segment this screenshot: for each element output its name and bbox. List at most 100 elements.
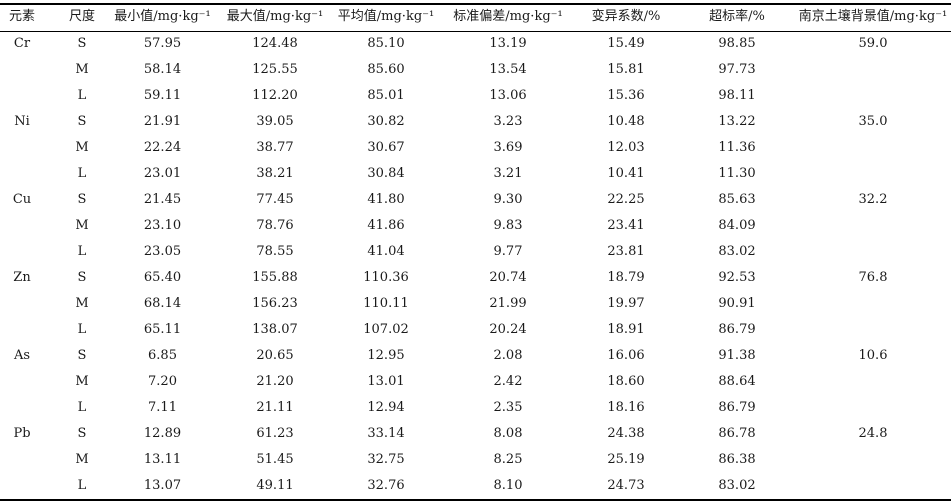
cell-element: Cu [12, 192, 32, 207]
cell-min: 21.45 [143, 192, 182, 207]
header-scale: 尺度 [68, 9, 95, 24]
cell-element: As [13, 348, 31, 363]
cell-mean: 33.14 [367, 426, 405, 441]
cell-mean: 85.10 [367, 36, 405, 51]
table-row: L 23.05 78.55 41.04 9.77 23.81 83.02 [0, 239, 951, 265]
cell-scale: L [77, 244, 87, 259]
cell-min: 6.85 [148, 348, 177, 363]
top-rule [0, 3, 951, 5]
cell-std-dev: 2.08 [493, 348, 523, 363]
bottom-rule [0, 499, 951, 501]
table-row: Pb S 12.89 61.23 33.14 8.08 24.38 86.78 24.8 [0, 421, 951, 447]
cell-element [0, 213, 44, 239]
cell-mean: 110.36 [363, 270, 409, 285]
cell-background [798, 161, 948, 187]
table-row: L 59.11 112.20 85.01 13.06 15.36 98.11 [0, 83, 951, 109]
cell-cv: 18.91 [607, 322, 645, 337]
header-mean: 平均值/mg·kg⁻¹ [337, 9, 435, 24]
cell-std-dev: 9.83 [493, 218, 523, 233]
cell-min: 22.24 [143, 140, 182, 155]
cell-max: 78.76 [256, 218, 294, 233]
cell-mean: 41.80 [367, 192, 405, 207]
cell-exceedance: 90.91 [718, 296, 756, 311]
cell-background: 10.6 [858, 348, 888, 363]
cell-cv: 19.97 [607, 296, 645, 311]
cell-background [798, 213, 948, 239]
cell-scale: S [77, 348, 87, 363]
cell-cv: 22.25 [607, 192, 645, 207]
cell-mean: 13.01 [367, 374, 405, 389]
cell-exceedance: 91.38 [718, 348, 756, 363]
table-row: Cu S 21.45 77.45 41.80 9.30 22.25 85.63 32.2 [0, 187, 951, 213]
cell-max: 155.88 [252, 270, 298, 285]
cell-min: 7.11 [148, 400, 177, 415]
cell-std-dev: 3.69 [493, 140, 523, 155]
cell-min: 23.10 [143, 218, 182, 233]
cell-min: 59.11 [143, 88, 182, 103]
header-rule [0, 31, 951, 32]
cell-cv: 18.60 [607, 374, 645, 389]
cell-mean: 30.67 [367, 140, 405, 155]
cell-cv: 18.79 [607, 270, 645, 285]
cell-max: 124.48 [252, 36, 298, 51]
cell-std-dev: 20.24 [489, 322, 527, 337]
cell-exceedance: 83.02 [718, 478, 756, 493]
cell-max: 38.77 [256, 140, 294, 155]
cell-element [0, 239, 44, 265]
cell-max: 125.55 [252, 62, 298, 77]
cell-max: 49.11 [256, 478, 294, 493]
cell-mean: 32.75 [367, 452, 405, 467]
cell-std-dev: 21.99 [489, 296, 527, 311]
cell-min: 23.01 [143, 166, 182, 181]
cell-background [798, 473, 948, 499]
cell-mean: 85.01 [367, 88, 405, 103]
cell-element [0, 369, 44, 395]
cell-exceedance: 83.02 [718, 244, 756, 259]
cell-element [0, 135, 44, 161]
cell-exceedance: 92.53 [718, 270, 756, 285]
cell-mean: 12.94 [367, 400, 405, 415]
header-std-dev: 标准偏差/mg·kg⁻¹ [453, 9, 563, 24]
cell-element: Ni [14, 114, 30, 129]
cell-min: 21.91 [143, 114, 182, 129]
cell-mean: 110.11 [363, 296, 409, 311]
cell-min: 65.11 [143, 322, 182, 337]
cell-exceedance: 98.11 [718, 88, 756, 103]
cell-background: 35.0 [858, 114, 888, 129]
cell-element: Pb [13, 426, 31, 441]
cell-background: 24.8 [858, 426, 888, 441]
cell-mean: 41.04 [367, 244, 405, 259]
cell-min: 13.07 [143, 478, 182, 493]
cell-element [0, 447, 44, 473]
cell-background [798, 395, 948, 421]
cell-cv: 10.48 [607, 114, 645, 129]
cell-exceedance: 11.30 [718, 166, 756, 181]
cell-scale: L [77, 400, 87, 415]
header-background: 南京土壤背景值/mg·kg⁻¹ [798, 9, 948, 24]
cell-exceedance: 85.63 [718, 192, 756, 207]
cell-max: 20.65 [256, 348, 294, 363]
cell-scale: S [77, 192, 87, 207]
cell-cv: 15.49 [607, 36, 645, 51]
cell-std-dev: 8.10 [493, 478, 523, 493]
table-row: M 22.24 38.77 30.67 3.69 12.03 11.36 [0, 135, 951, 161]
cell-max: 21.20 [256, 374, 294, 389]
cell-std-dev: 2.42 [493, 374, 523, 389]
cell-element [0, 83, 44, 109]
cell-max: 77.45 [256, 192, 294, 207]
cell-exceedance: 86.38 [718, 452, 756, 467]
cell-exceedance: 86.79 [718, 400, 756, 415]
cell-background [798, 291, 948, 317]
table-row: As S 6.85 20.65 12.95 2.08 16.06 91.38 10.6 [0, 343, 951, 369]
cell-element [0, 317, 44, 343]
table-row: L 7.11 21.11 12.94 2.35 18.16 86.79 [0, 395, 951, 421]
cell-std-dev: 2.35 [493, 400, 523, 415]
cell-std-dev: 9.77 [493, 244, 523, 259]
cell-background [798, 317, 948, 343]
cell-max: 156.23 [252, 296, 298, 311]
header-max: 最大值/mg·kg⁻¹ [226, 9, 324, 24]
cell-std-dev: 13.54 [489, 62, 527, 77]
cell-scale: M [75, 452, 89, 467]
cell-background [798, 57, 948, 83]
